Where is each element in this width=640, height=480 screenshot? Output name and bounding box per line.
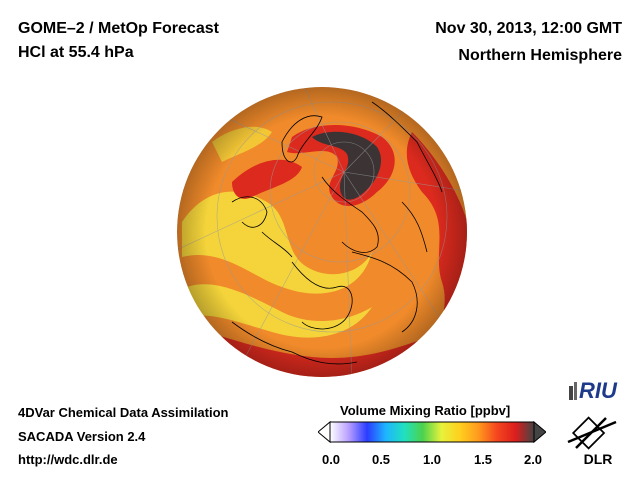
colorbar-gradient [329, 421, 535, 443]
credit-url: http://wdc.dlr.de [18, 452, 118, 467]
riu-logo-bar [569, 386, 573, 400]
riu-logo-bar [574, 382, 577, 400]
colorbar-max-arrow [533, 420, 546, 444]
riu-logo: RIU [569, 378, 618, 403]
hemisphere-label: Northern Hemisphere [458, 47, 622, 64]
credit-assimilation: 4DVar Chemical Data Assimilation [18, 405, 229, 420]
dlr-logo: DLR [567, 416, 617, 467]
colorbar-tick: 1.0 [422, 452, 442, 467]
map-title: GOME–2 / MetOp Forecast [18, 20, 219, 37]
colorbar-tick: 1.5 [473, 452, 493, 467]
credit-version: SACADA Version 2.4 [18, 429, 146, 444]
riu-logo-text: RIU [579, 378, 618, 403]
globe-map [177, 87, 467, 377]
colorbar-tick: 0.0 [321, 452, 341, 467]
colorbar-tick: 2.0 [523, 452, 543, 467]
globe-shading [177, 87, 467, 377]
species-level-subtitle: HCl at 55.4 hPa [18, 44, 134, 61]
dlr-logo-text: DLR [584, 451, 613, 467]
dlr-logo-mark [567, 416, 617, 450]
colorbar-min-arrow [318, 420, 331, 444]
colorbar-title: Volume Mixing Ratio [ppbv] [340, 403, 511, 418]
colorbar-tick: 0.5 [371, 452, 391, 467]
forecast-date: Nov 30, 2013, 12:00 GMT [435, 20, 622, 37]
colorbar [318, 420, 546, 444]
